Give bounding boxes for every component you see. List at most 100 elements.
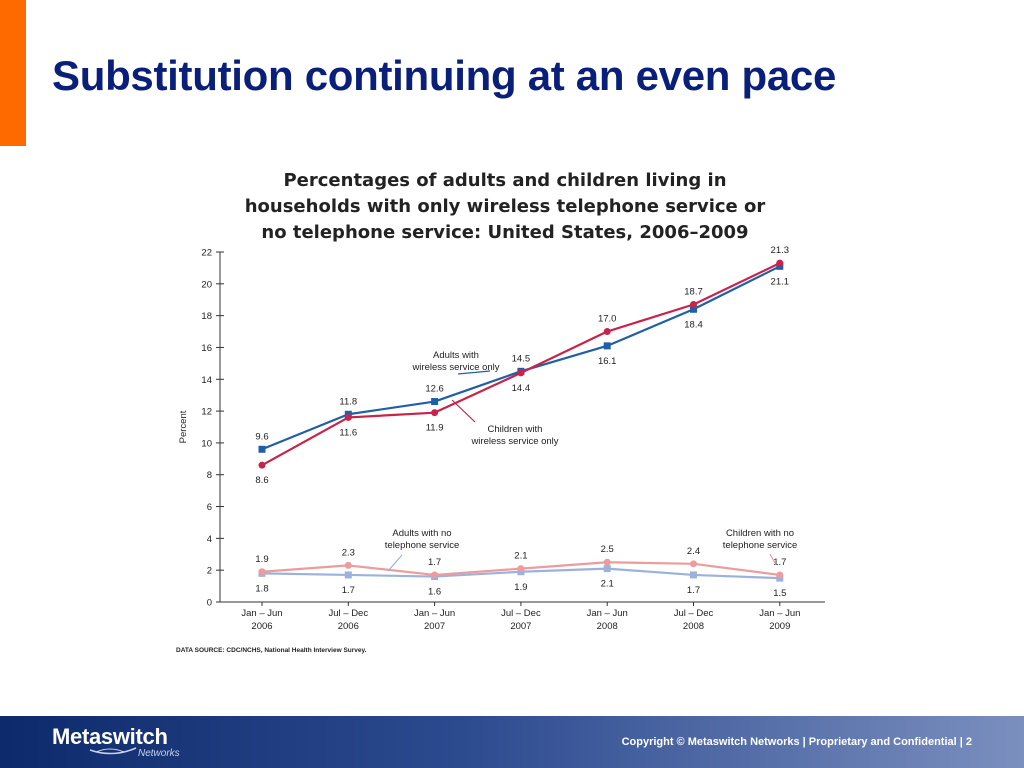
data-point [603,558,611,566]
data-point [690,301,697,308]
data-label: 11.8 [339,396,357,407]
chart: Percentages of adults and children livin… [170,160,840,660]
x-tick-label: Jan – Jun [587,608,628,619]
x-tick-label: Jul – Dec [674,608,714,619]
data-point [776,259,784,267]
data-point [344,561,352,569]
data-label: 1.7 [342,585,355,596]
x-tick-label: Jan – Jun [414,608,455,619]
x-tick-label-year: 2007 [510,621,531,632]
data-label: 9.6 [255,431,268,442]
data-point [603,565,611,573]
data-label: 11.9 [426,423,444,434]
x-tick-label-year: 2008 [597,621,618,632]
y-tick-label: 18 [201,311,212,322]
y-tick-label: 20 [201,279,212,290]
data-point [431,398,439,406]
data-label: 16.1 [598,356,617,367]
data-label: 18.4 [684,319,703,330]
x-tick-label: Jan – Jun [759,608,800,619]
data-label: 1.8 [255,583,268,594]
data-point [517,565,525,573]
y-tick-label: 16 [201,343,212,354]
slide-title: Substitution continuing at an even pace [52,52,837,99]
series-label: telephone service [385,540,459,551]
data-point [690,571,697,579]
data-label: 14.4 [512,383,531,394]
data-label: 1.7 [428,557,441,568]
logo-subtext: Networks [138,748,180,759]
x-tick-label-year: 2008 [683,621,704,632]
series-label: Adults with no [392,528,451,539]
series-label: wireless service only [470,436,558,447]
data-source-note: DATA SOURCE: CDC/NCHS, National Health I… [176,647,367,654]
x-tick-label: Jan – Jun [241,608,282,619]
data-label: 2.3 [342,547,355,558]
leader-line [451,399,476,423]
data-point [258,445,266,453]
x-tick-label-year: 2006 [338,621,359,632]
data-label: 2.1 [601,579,614,590]
data-label: 21.1 [771,276,790,287]
y-tick-label: 0 [207,598,212,609]
data-label: 14.5 [512,353,531,364]
data-point [344,571,352,579]
data-point [690,305,697,313]
data-point [258,568,266,576]
data-point [431,409,439,417]
footer: Metaswitch Networks Copyright © Metaswit… [0,716,1024,768]
x-tick-label: Jul – Dec [328,608,368,619]
x-tick-label: Jul – Dec [501,608,541,619]
leader-line [457,370,491,375]
data-point [344,413,352,421]
logo-text: Metaswitch [52,724,168,749]
x-tick-label-year: 2009 [769,621,790,632]
leader-line [769,553,777,566]
chart-title-line-1: Percentages of adults and children livin… [283,170,727,191]
data-label: 1.5 [773,588,786,599]
y-tick-label: 14 [201,375,212,386]
data-label: 17.0 [598,314,617,325]
series-label: Children with [488,424,543,435]
data-label: 18.7 [684,287,703,298]
data-point [603,342,611,350]
y-tick-label: 2 [207,566,212,577]
data-point [776,571,784,579]
data-point [431,571,439,579]
data-label: 2.5 [601,544,614,555]
chart-title-line-3: no telephone service: United States, 200… [261,222,749,243]
leader-line [387,554,403,572]
chart-title-line-2: households with only wireless telephone … [244,196,766,217]
data-label: 1.7 [687,585,700,596]
data-label: 12.6 [425,384,444,395]
accent-bar [0,0,26,146]
data-label: 2.1 [514,551,527,562]
series-label: telephone service [723,540,797,551]
chart-plot: 0 2 4 6 8 10 12 14 16 18 20 22 Percent Jan – Jun 2006 J… [176,245,825,654]
y-tick-label: 6 [207,502,212,513]
data-label: 1.7 [773,557,786,568]
y-tick-label: 4 [207,534,212,545]
data-point [517,369,525,377]
y-axis-label: Percent [178,410,189,443]
data-point [690,560,697,568]
series-label: Children with no [726,528,794,539]
chart-title: Percentages of adults and children livin… [170,168,840,246]
x-tick-label-year: 2007 [424,621,445,632]
data-label: 1.9 [514,582,527,593]
logo-swoosh-icon [89,747,137,755]
y-tick-label: 8 [207,470,212,481]
y-tick-label: 12 [201,407,212,418]
data-label: 2.4 [687,546,700,557]
y-tick-label: 10 [201,438,212,449]
series-label: Adults with [433,350,479,361]
data-point [603,328,611,336]
data-label: 1.9 [255,554,268,565]
data-label: 8.6 [255,475,268,486]
y-tick-label: 22 [201,248,212,259]
series-label: wireless service only [411,362,499,373]
footer-copyright: Copyright © Metaswitch Networks | Propri… [621,736,972,748]
data-label: 21.3 [771,245,790,256]
data-point [258,461,266,469]
data-label: 11.6 [339,427,357,438]
